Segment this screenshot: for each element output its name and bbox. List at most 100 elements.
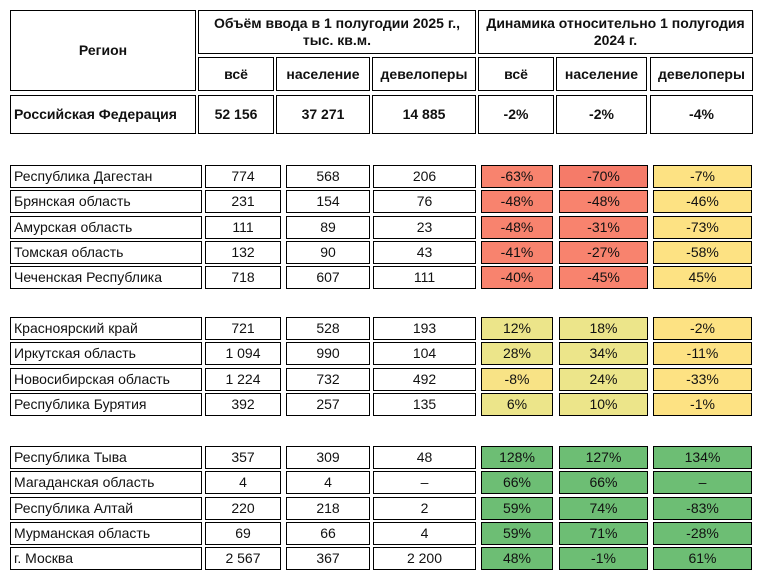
data-cell: 10% xyxy=(559,392,648,416)
region-name: Республика Тыва xyxy=(10,446,202,469)
region-name: Томская область xyxy=(10,240,202,264)
data-cell: 134% xyxy=(653,446,752,469)
data-cell: -48% xyxy=(481,215,553,239)
data-cell: 71% xyxy=(559,521,648,545)
header-sub: девелоперы xyxy=(372,57,476,91)
header-sub: всё xyxy=(198,57,274,91)
data-cell: 732 xyxy=(286,367,370,391)
region-name: Республика Алтай xyxy=(10,496,202,520)
data-cell: 154 xyxy=(286,190,370,214)
data-cell: 104 xyxy=(373,342,476,366)
data-cell: 367 xyxy=(286,547,370,571)
data-cell: 231 xyxy=(205,190,281,214)
data-cell: 392 xyxy=(205,392,281,416)
data-cell: 74% xyxy=(559,496,648,520)
data-cell: 127% xyxy=(559,446,648,469)
data-cell: -31% xyxy=(559,215,648,239)
header-sub: население xyxy=(556,57,647,91)
data-cell: 6% xyxy=(481,392,553,416)
data-cell: 1 224 xyxy=(205,367,281,391)
region-name: Мурманская область xyxy=(10,521,202,545)
data-cell: 990 xyxy=(286,342,370,366)
data-cell: -73% xyxy=(653,215,752,239)
data-cell: 45% xyxy=(653,266,752,290)
data-cell: -63% xyxy=(481,165,553,188)
data-cell: 721 xyxy=(205,317,281,340)
data-cell: -58% xyxy=(653,240,752,264)
data-cell: -41% xyxy=(481,240,553,264)
header-volume: Объём ввода в 1 полугодии 2025 г., тыс. … xyxy=(198,10,476,54)
region-name: Брянская область xyxy=(10,190,202,214)
data-cell: 309 xyxy=(286,446,370,469)
data-cell: 66% xyxy=(559,471,648,495)
data-cell: 568 xyxy=(286,165,370,188)
data-cell: 718 xyxy=(205,266,281,290)
total-cell: -2% xyxy=(556,95,647,134)
data-cell: -2% xyxy=(653,317,752,340)
data-cell: 1 094 xyxy=(205,342,281,366)
data-cell: – xyxy=(653,471,752,495)
region-name: Новосибирская область xyxy=(10,367,202,391)
data-cell: 128% xyxy=(481,446,553,469)
header-sub: девелоперы xyxy=(650,57,753,91)
data-cell: 61% xyxy=(653,547,752,571)
data-cell: 2 xyxy=(373,496,476,520)
region-name: Республика Дагестан xyxy=(10,165,202,188)
data-cell: 774 xyxy=(205,165,281,188)
data-cell: -40% xyxy=(481,266,553,290)
data-cell: 90 xyxy=(286,240,370,264)
data-cell: 28% xyxy=(481,342,553,366)
data-cell: -48% xyxy=(559,190,648,214)
data-cell: 12% xyxy=(481,317,553,340)
total-cell: 37 271 xyxy=(276,95,370,134)
data-cell: 2 567 xyxy=(205,547,281,571)
data-cell: 528 xyxy=(286,317,370,340)
data-cell: -70% xyxy=(559,165,648,188)
data-cell: -46% xyxy=(653,190,752,214)
data-cell: 2 200 xyxy=(373,547,476,571)
total-cell: 52 156 xyxy=(198,95,274,134)
data-cell: 357 xyxy=(205,446,281,469)
total-cell: -4% xyxy=(650,95,753,134)
data-cell: 48 xyxy=(373,446,476,469)
data-cell: -33% xyxy=(653,367,752,391)
data-cell: 23 xyxy=(373,215,476,239)
data-cell: 18% xyxy=(559,317,648,340)
data-cell: 4 xyxy=(373,521,476,545)
data-cell: -27% xyxy=(559,240,648,264)
data-cell: 492 xyxy=(373,367,476,391)
data-cell: -83% xyxy=(653,496,752,520)
data-cell: 43 xyxy=(373,240,476,264)
data-cell: -45% xyxy=(559,266,648,290)
region-name: Красноярский край xyxy=(10,317,202,340)
data-cell: 193 xyxy=(373,317,476,340)
data-cell: 4 xyxy=(205,471,281,495)
header-sub: население xyxy=(276,57,370,91)
data-cell: 24% xyxy=(559,367,648,391)
total-cell: -2% xyxy=(478,95,554,134)
total-cell: Российская Федерация xyxy=(10,95,196,134)
data-cell: 4 xyxy=(286,471,370,495)
data-cell: 48% xyxy=(481,547,553,571)
data-cell: 111 xyxy=(373,266,476,290)
data-cell: -7% xyxy=(653,165,752,188)
header-region: Регион xyxy=(10,10,196,91)
data-cell: -48% xyxy=(481,190,553,214)
data-cell: 66% xyxy=(481,471,553,495)
data-cell: – xyxy=(373,471,476,495)
data-cell: 76 xyxy=(373,190,476,214)
region-name: Амурская область xyxy=(10,215,202,239)
data-cell: 206 xyxy=(373,165,476,188)
data-cell: 59% xyxy=(481,496,553,520)
region-name: Республика Бурятия xyxy=(10,392,202,416)
header-dynamics: Динамика относительно 1 полугодия 2024 г… xyxy=(478,10,753,54)
data-cell: 89 xyxy=(286,215,370,239)
data-cell: 218 xyxy=(286,496,370,520)
region-name: г. Москва xyxy=(10,547,202,571)
data-cell: -1% xyxy=(559,547,648,571)
data-cell: 607 xyxy=(286,266,370,290)
data-cell: -1% xyxy=(653,392,752,416)
data-cell: 220 xyxy=(205,496,281,520)
data-cell: 135 xyxy=(373,392,476,416)
